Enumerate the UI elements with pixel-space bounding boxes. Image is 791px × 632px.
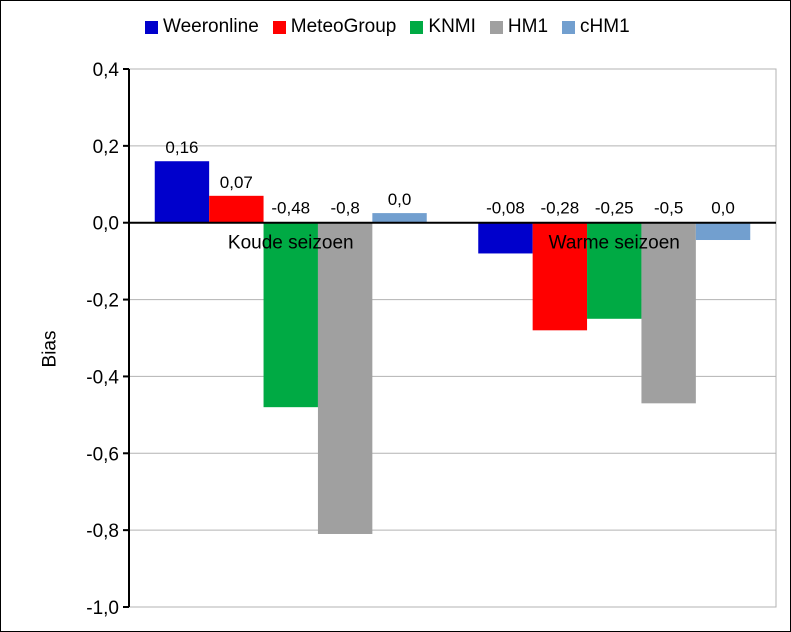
chart-legend: Weeronline MeteoGroup KNMI HM1 cHM1 [145,16,644,38]
y-tick-label: 0,4 [93,60,120,81]
y-tick-label: -0,6 [86,444,119,465]
bar-weeronline [478,222,533,254]
legend-label: Weeronline [163,16,259,37]
legend-item: KNMI [410,16,476,38]
bar-hm1 [317,222,373,534]
data-label: 0,16 [165,138,198,157]
bar-chm1 [695,222,751,241]
bar-chm1 [372,213,427,223]
bar-knmi [263,222,318,408]
bar-meteogroup [532,222,588,331]
bar-weeronline [154,161,210,223]
bar-meteogroup [209,195,264,223]
data-label: -0,08 [486,199,525,218]
data-label: -0,5 [654,199,683,218]
legend-swatch [489,20,503,34]
legend-item: MeteoGroup [272,16,397,38]
data-label: 0,07 [220,173,253,192]
legend-swatch [272,20,286,34]
legend-swatch [145,20,158,34]
y-tick-label: -0,4 [86,367,119,388]
category-label: Warme seizoen [549,233,680,254]
legend-label: KNMI [428,16,476,37]
y-tick-label: 0,2 [93,137,119,158]
category-label: Koude seizoen [228,233,354,254]
legend-label: MeteoGroup [290,16,397,37]
data-label: -0,25 [595,199,634,218]
legend-swatch [562,20,576,34]
data-label: -0,28 [540,199,579,218]
data-label: -0,48 [271,199,310,218]
legend-label: cHM1 [580,16,630,37]
legend-item: Weeronline [145,16,259,38]
legend-item: cHM1 [562,16,630,38]
legend-swatch [410,20,424,34]
legend-label: HM1 [507,16,549,37]
data-label: 0,0 [388,190,412,209]
bar-hm1 [641,222,696,404]
data-label: 0,0 [711,199,735,218]
data-label: -0,8 [331,199,360,218]
y-tick-label: 0,0 [93,214,119,235]
y-tick-label: -0,2 [86,291,119,312]
bar-knmi [587,222,642,319]
legend-item: HM1 [489,16,549,38]
y-tick-label: -0,8 [86,521,119,542]
y-tick-label: -1,0 [86,598,119,619]
